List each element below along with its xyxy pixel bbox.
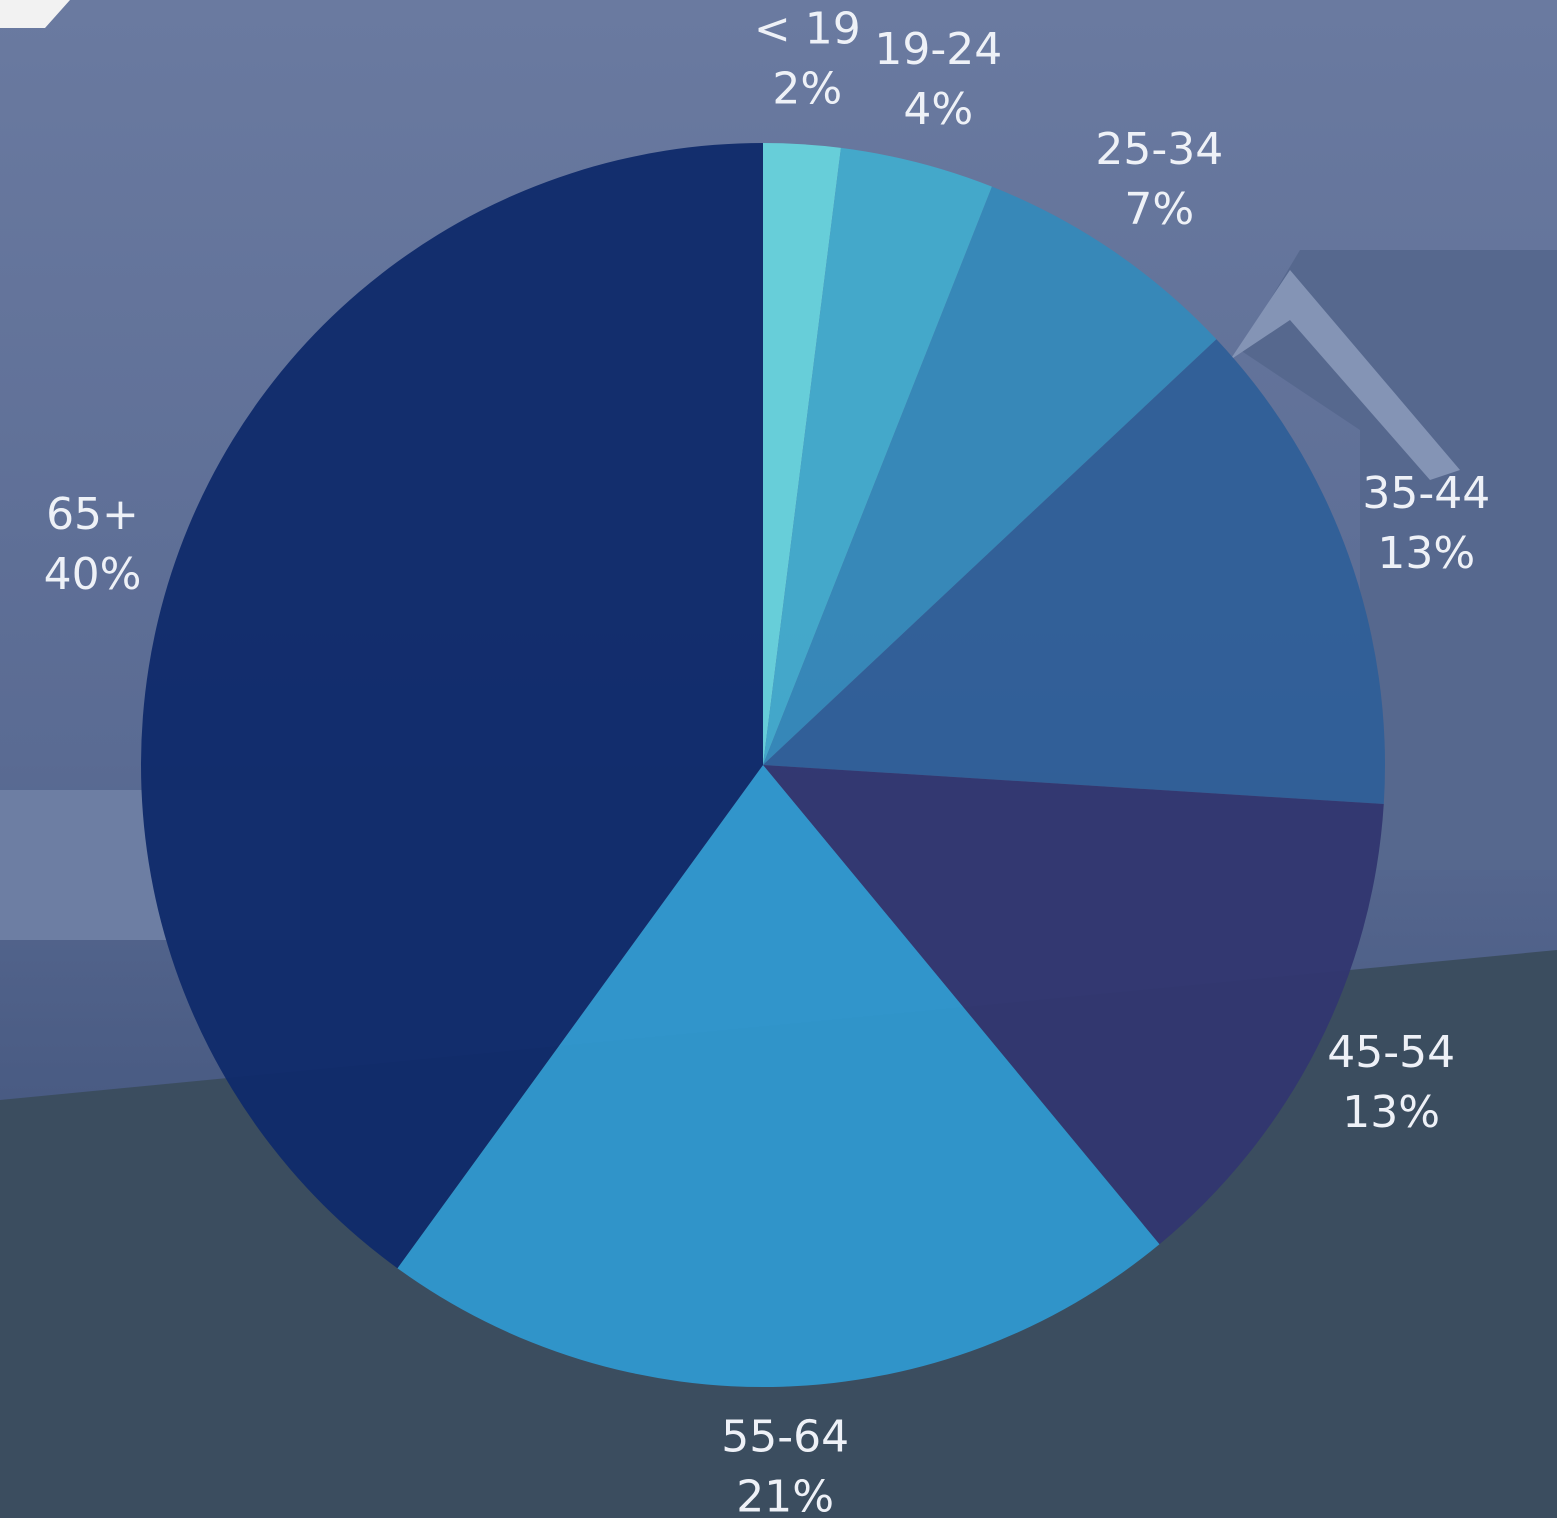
slice-category-label: 35-44 [1362,468,1490,519]
chart: < 19 2% 19-24 4% 25-34 7% 35-44 13% 45-54 13% 55-6… [0,0,1557,1518]
slice-category-label: < 19 [754,3,861,54]
pie [141,143,1385,1387]
page: < 19 2% 19-24 4% 25-34 7% 35-44 13% 45-54 13% 55-6… [0,0,1557,1518]
slice-value-label: 13% [1342,1087,1440,1138]
slice-value-label: 4% [903,84,973,135]
slice-value-label: 21% [736,1472,834,1518]
slice-category-label: 55-64 [721,1412,849,1463]
slice-category-label: 25-34 [1095,124,1223,175]
slice-category-label: 19-24 [874,24,1002,75]
slice-value-label: 7% [1124,184,1194,235]
slice-category-label: 45-54 [1327,1027,1455,1078]
slice-value-label: 2% [772,63,842,114]
slice-value-label: 40% [44,549,142,600]
slice-category-label: 65+ [46,489,139,540]
slice-value-label: 13% [1377,528,1475,579]
